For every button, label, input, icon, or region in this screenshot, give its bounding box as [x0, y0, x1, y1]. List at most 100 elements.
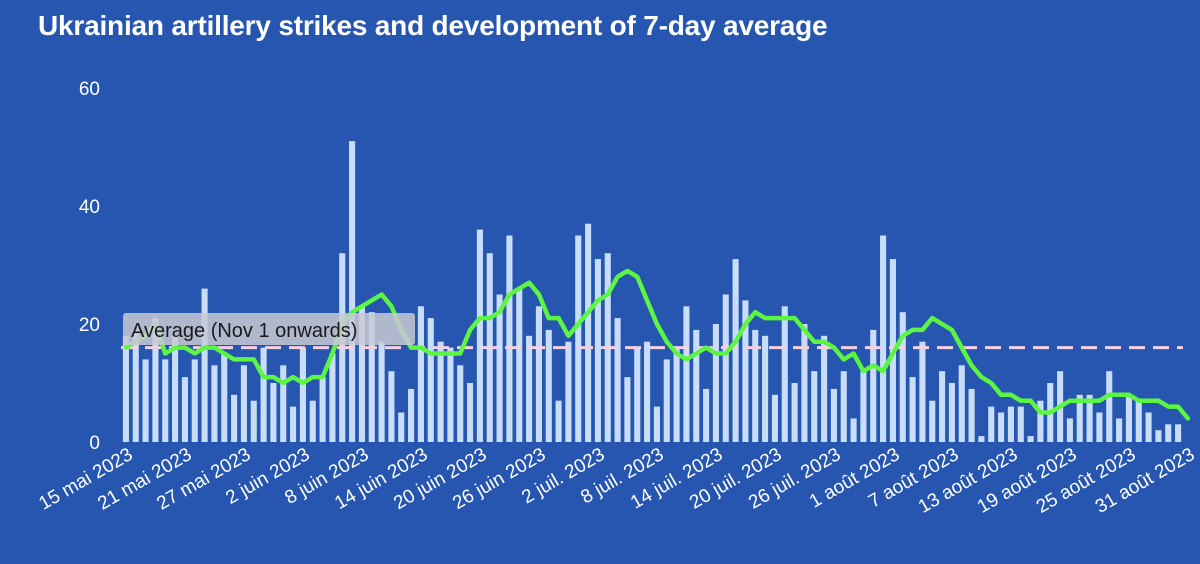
bar — [722, 294, 729, 442]
bar — [1086, 394, 1093, 442]
bar — [703, 388, 710, 442]
chart-title: Ukrainian artillery strikes and developm… — [38, 10, 828, 41]
bar — [496, 294, 503, 442]
bar — [653, 406, 660, 442]
y-tick-label: 60 — [79, 79, 100, 100]
bar — [634, 347, 641, 442]
bar — [132, 329, 139, 442]
bar — [752, 329, 759, 442]
average-line-layer — [123, 268, 1191, 421]
bar — [1116, 418, 1123, 442]
bar — [1037, 400, 1044, 442]
bar — [211, 365, 218, 442]
bar — [368, 312, 375, 442]
bar — [614, 318, 621, 442]
bar — [978, 436, 985, 442]
bars-layer — [122, 141, 1182, 442]
bar — [929, 400, 936, 442]
bar — [152, 318, 159, 442]
bar — [329, 353, 336, 442]
bar — [870, 329, 877, 442]
bar — [398, 412, 405, 442]
bar — [270, 383, 277, 442]
bar — [781, 306, 788, 442]
bar — [850, 418, 857, 442]
bar — [663, 359, 670, 442]
bar — [1175, 424, 1182, 442]
bar — [231, 394, 238, 442]
bar — [791, 383, 798, 442]
bar — [762, 335, 769, 442]
bar — [1155, 430, 1162, 442]
average-line — [123, 268, 1191, 421]
y-axis: 0 20 40 60 — [79, 79, 100, 454]
y-tick-label: 0 — [89, 433, 100, 454]
annotation-layer: Average (Nov 1 onwards) — [123, 313, 415, 345]
bar — [1017, 406, 1024, 442]
y-tick-label: 20 — [79, 315, 100, 336]
bar — [309, 400, 316, 442]
bar — [1027, 436, 1034, 442]
bar — [417, 306, 424, 442]
bar — [526, 335, 533, 442]
bar — [349, 141, 356, 442]
bar — [162, 359, 169, 442]
bar — [988, 406, 995, 442]
bar — [860, 371, 867, 442]
bar — [968, 388, 975, 442]
bar — [742, 300, 749, 442]
bar — [260, 347, 267, 442]
bar — [830, 388, 837, 442]
bar — [467, 383, 474, 442]
bar — [378, 341, 385, 442]
bar — [191, 359, 198, 442]
bar — [998, 412, 1005, 442]
bar — [1066, 418, 1073, 442]
bar — [476, 229, 483, 442]
bar — [290, 406, 297, 442]
bar — [427, 318, 434, 442]
bar — [939, 371, 946, 442]
bar — [1106, 371, 1113, 442]
bar — [1076, 394, 1083, 442]
y-tick-label: 40 — [79, 197, 100, 218]
bar — [1007, 406, 1014, 442]
bar — [899, 312, 906, 442]
bar — [958, 365, 965, 442]
bar — [585, 223, 592, 442]
bar — [644, 341, 651, 442]
bar — [575, 235, 582, 442]
bar — [594, 259, 601, 442]
bar — [240, 365, 247, 442]
bar — [624, 377, 631, 442]
bar — [919, 341, 926, 442]
bar — [506, 235, 513, 442]
annotation-label: Average (Nov 1 onwards) — [131, 320, 357, 342]
bar — [1165, 424, 1172, 442]
bar — [693, 329, 700, 442]
bar — [801, 324, 808, 442]
annotation-box — [123, 313, 415, 345]
bar — [909, 377, 916, 442]
bar — [840, 371, 847, 442]
bar — [712, 324, 719, 442]
bar — [1096, 412, 1103, 442]
bar — [408, 388, 415, 442]
bar — [732, 259, 739, 442]
bar — [565, 341, 572, 442]
bar — [122, 335, 129, 442]
bar — [457, 365, 464, 442]
bar — [437, 341, 444, 442]
bar — [545, 329, 552, 442]
bar — [201, 288, 208, 442]
bar — [447, 347, 454, 442]
bar — [319, 377, 326, 442]
bar — [821, 335, 828, 442]
bar — [683, 306, 690, 442]
bar — [516, 288, 523, 442]
bar — [1145, 412, 1152, 442]
bar — [771, 394, 778, 442]
bar — [181, 377, 188, 442]
